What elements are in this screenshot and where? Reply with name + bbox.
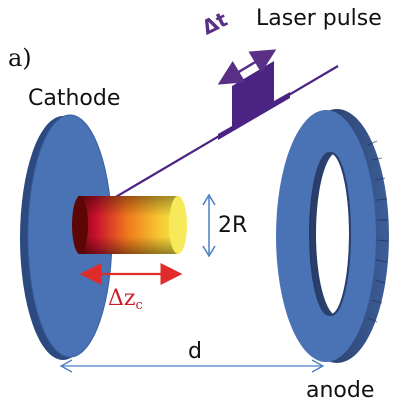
radius-label: 2R xyxy=(218,213,248,238)
delta-z-subscript: c xyxy=(135,298,143,313)
delta-z-label: Δzc xyxy=(108,286,143,313)
delta-z-main: Δz xyxy=(108,286,136,311)
delta-t-arrow xyxy=(217,49,277,85)
panel-label: a) xyxy=(8,44,32,72)
electron-bunch xyxy=(72,196,187,254)
laser-pulse-shape xyxy=(218,61,290,140)
cathode-label: Cathode xyxy=(28,86,121,111)
anode-ring xyxy=(276,109,389,363)
distance-label: d xyxy=(188,339,202,364)
laser-pulse-label: Laser pulse xyxy=(256,6,382,31)
laser-beam xyxy=(79,65,339,219)
anode-label: anode xyxy=(306,378,375,403)
cathode-disk xyxy=(20,114,113,360)
